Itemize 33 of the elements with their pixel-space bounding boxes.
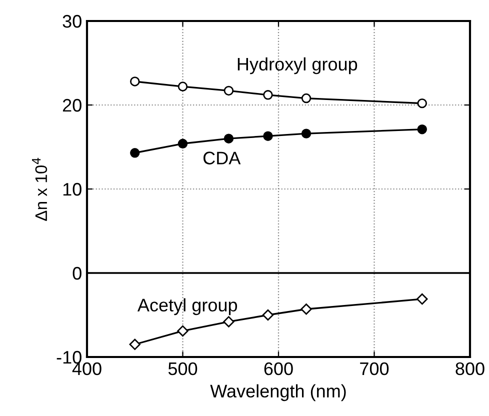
x-tick-label: 400: [72, 362, 102, 376]
x-tick-label: 600: [264, 362, 293, 376]
point: [416, 293, 428, 305]
y-axis-title: Δn x 10$^{4}$: [32, 158, 48, 221]
point: [262, 309, 274, 321]
point: [300, 304, 312, 315]
point: [301, 93, 312, 104]
point: [224, 134, 234, 144]
x-tick-label: 800: [456, 362, 484, 376]
y-tick-label: -10: [56, 350, 82, 364]
point: [263, 90, 273, 100]
point: [263, 131, 273, 141]
y-tick-label: 0: [72, 266, 82, 280]
point: [178, 138, 188, 148]
y-tick-label: 20: [62, 98, 82, 112]
point: [224, 86, 234, 96]
point: [130, 148, 140, 158]
point: [301, 128, 312, 138]
x-tick-label: 500: [168, 362, 198, 376]
point: [130, 76, 140, 86]
x-tick-label: 700: [360, 362, 389, 376]
point: [223, 316, 234, 328]
point: [129, 338, 140, 350]
point: [417, 124, 427, 134]
y-tick-label: 30: [62, 14, 82, 28]
series-label: CDA: [203, 152, 241, 164]
series-label: Acetyl group: [137, 298, 238, 316]
x-axis-title: Wavelength (nm): [210, 384, 346, 402]
y-tick-label: 10: [63, 182, 82, 196]
point: [417, 98, 427, 108]
series-label: Hydroxyl group: [238, 57, 358, 74]
point: [177, 325, 188, 337]
point: [178, 82, 188, 92]
